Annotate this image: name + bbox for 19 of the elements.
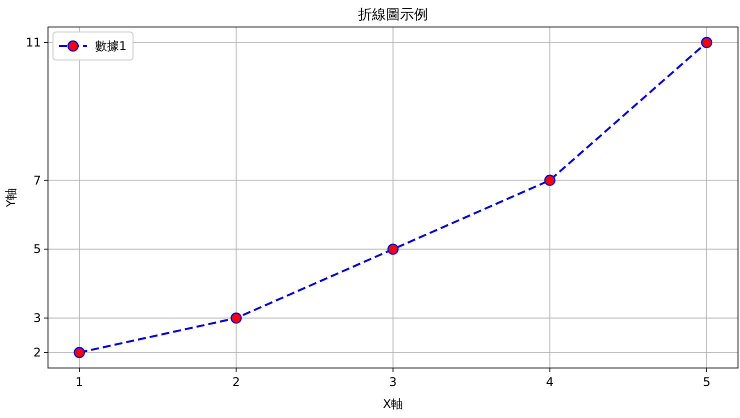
x-tick-label: 4 bbox=[546, 375, 554, 389]
y-tick-label: 2 bbox=[33, 346, 41, 360]
y-tick-label: 5 bbox=[33, 242, 41, 256]
x-tick-label: 1 bbox=[76, 375, 84, 389]
chart-title: 折線圖示例 bbox=[358, 7, 428, 23]
y-tick-label: 3 bbox=[33, 311, 41, 326]
point bbox=[544, 174, 556, 186]
y-tick-label: 7 bbox=[33, 173, 41, 188]
x-tick-label: 5 bbox=[702, 375, 710, 389]
point bbox=[230, 312, 242, 324]
y-axis-title: Y軸 bbox=[4, 188, 18, 208]
legend-label: 數據1 bbox=[95, 39, 127, 53]
x-axis-title: X軸 bbox=[382, 397, 404, 411]
point bbox=[701, 36, 712, 48]
y-tick-label: 11 bbox=[26, 36, 41, 50]
point bbox=[74, 346, 85, 358]
point bbox=[387, 244, 399, 255]
x-tick-label: 2 bbox=[232, 375, 240, 389]
x-tick-label: 3 bbox=[389, 375, 397, 389]
